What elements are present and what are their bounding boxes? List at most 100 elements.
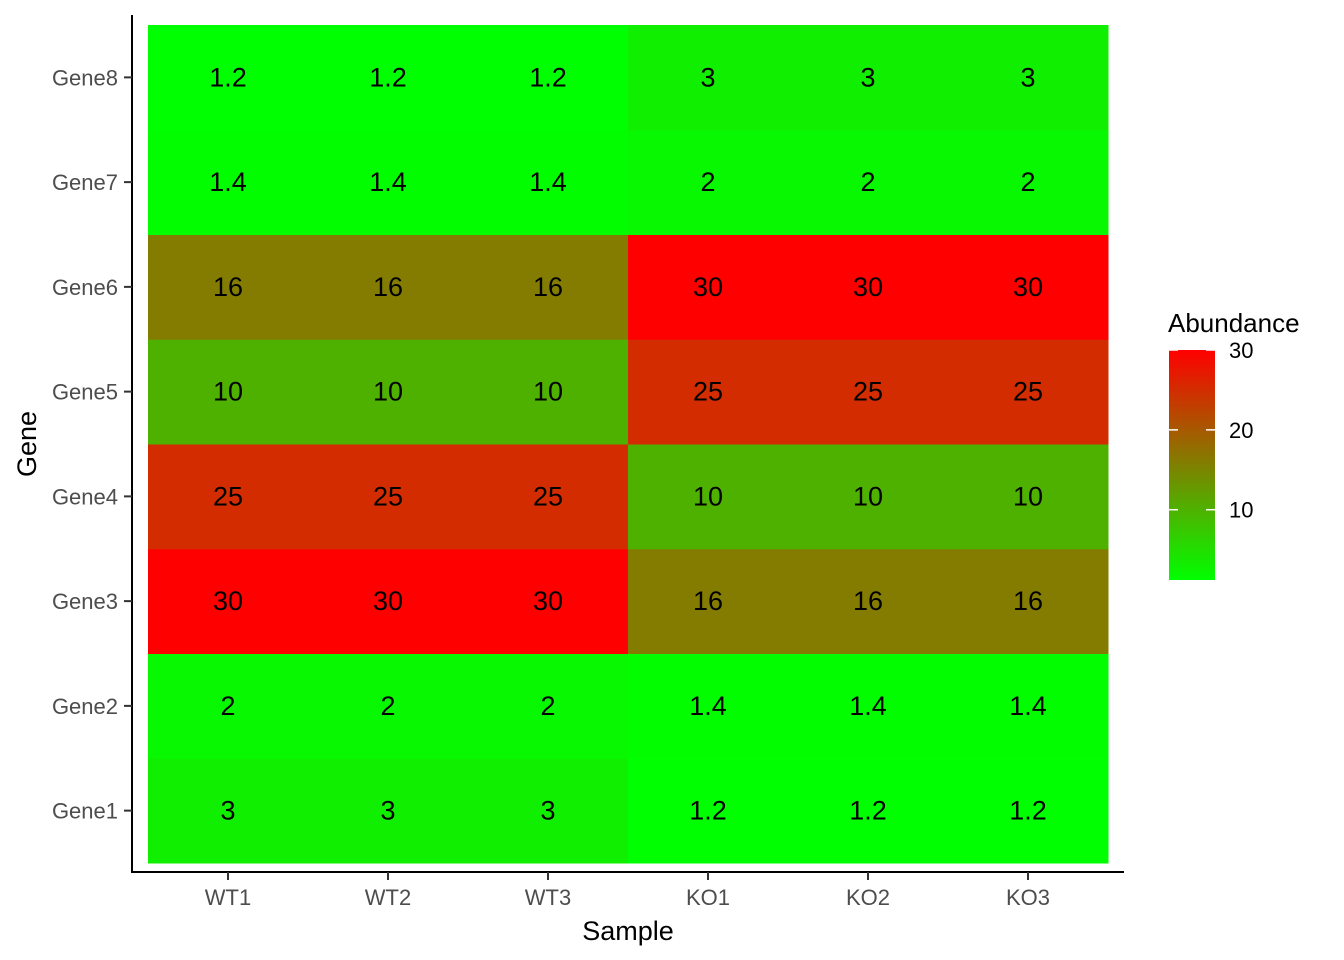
heatmap-cell	[948, 25, 1109, 131]
heatmap-cell	[308, 234, 469, 340]
heatmap-cell	[948, 444, 1109, 550]
heatmap-cell-label: 3	[540, 796, 555, 826]
heatmap-cell	[468, 758, 629, 864]
heatmap-cell	[788, 548, 949, 654]
axes	[131, 15, 1124, 873]
heatmap-cell	[148, 758, 309, 864]
heatmap-cell-label: 1.2	[1009, 796, 1047, 826]
heatmap-cell	[788, 653, 949, 759]
heatmap-cell-label: 10	[853, 481, 883, 511]
heatmap-cell	[628, 444, 789, 550]
legend-colorbar	[1169, 350, 1215, 580]
heatmap-cell-label: 1.4	[689, 691, 727, 721]
heatmap-cell	[468, 444, 629, 550]
x-tick-label: KO2	[846, 885, 890, 910]
heatmap-cell	[468, 653, 629, 759]
legend-tick-label: 10	[1229, 498, 1253, 523]
heatmap-cell	[468, 129, 629, 235]
heatmap-cell-label: 16	[373, 272, 403, 302]
heatmap-cell	[148, 653, 309, 759]
heatmap-cell-label: 3	[380, 796, 395, 826]
heatmap-cell-label: 1.2	[529, 62, 567, 92]
y-tick-label: Gene4	[52, 484, 118, 509]
heatmap-cell	[948, 653, 1109, 759]
x-tick-label: WT1	[205, 885, 251, 910]
heatmap-cell-label: 30	[1013, 272, 1043, 302]
heatmap-cell-label: 3	[860, 62, 875, 92]
heatmap-cell-label: 25	[853, 377, 883, 407]
heatmap-cell-label: 30	[853, 272, 883, 302]
legend-title: Abundance	[1168, 308, 1300, 338]
heatmap-cell-label: 10	[373, 377, 403, 407]
heatmap-cell	[308, 339, 469, 445]
heatmap-cell-label: 1.2	[209, 62, 247, 92]
heatmap-cell-label: 10	[693, 481, 723, 511]
heatmap-cell-label: 1.4	[1009, 691, 1047, 721]
heatmap-cell	[468, 339, 629, 445]
x-tick-label: KO1	[686, 885, 730, 910]
heatmap-cell	[788, 129, 949, 235]
heatmap-cell	[788, 339, 949, 445]
heatmap-cell-label: 2	[540, 691, 555, 721]
heatmap-cell	[148, 25, 309, 131]
heatmap-cell-label: 1.2	[369, 62, 407, 92]
heatmap-cell-label: 2	[700, 167, 715, 197]
heatmap-cell-label: 3	[700, 62, 715, 92]
heatmap-cell	[788, 234, 949, 340]
y-tick-label: Gene3	[52, 589, 118, 614]
heatmap-cell	[308, 758, 469, 864]
heatmap-cell-label: 1.4	[849, 691, 887, 721]
heatmap-cell-label: 2	[380, 691, 395, 721]
heatmap-cell-label: 3	[1020, 62, 1035, 92]
heatmap-cell	[148, 548, 309, 654]
heatmap-cell-label: 25	[533, 481, 563, 511]
heatmap-cell	[468, 548, 629, 654]
heatmap-cell-label: 25	[1013, 377, 1043, 407]
heatmap-cell-label: 10	[213, 377, 243, 407]
heatmap-cell	[948, 234, 1109, 340]
heatmap-cell	[628, 339, 789, 445]
heatmap-cell-label: 10	[1013, 481, 1043, 511]
heatmap-cell-label: 2	[220, 691, 235, 721]
legend-tick-label: 20	[1229, 418, 1253, 443]
y-tick-label: Gene6	[52, 275, 118, 300]
heatmap-cell-label: 2	[1020, 167, 1035, 197]
x-axis-ticks: WT1 WT2 WT3 KO1 KO2 KO3	[205, 872, 1050, 910]
heatmap-cell	[788, 444, 949, 550]
heatmap-cell-label: 16	[1013, 586, 1043, 616]
heatmap-cell-labels: 3 3 3 1.2 1.2 1.2 2 2 2 1.4 1.4 1.4 30 30 30 16 16 16 25 25…	[209, 62, 1047, 825]
heatmap-cell	[788, 758, 949, 864]
heatmap-cell-label: 1.4	[369, 167, 407, 197]
heatmap-cell	[468, 234, 629, 340]
y-tick-label: Gene1	[52, 799, 118, 824]
heatmap-cell-label: 1.2	[849, 796, 887, 826]
heatmap-cell	[948, 339, 1109, 445]
heatmap-cell-label: 10	[533, 377, 563, 407]
heatmap-cell-label: 30	[213, 586, 243, 616]
heatmap-cell	[628, 653, 789, 759]
y-tick-label: Gene7	[52, 170, 118, 195]
x-tick-label: WT2	[365, 885, 411, 910]
heatmap-cell	[308, 25, 469, 131]
x-tick-label: KO3	[1006, 885, 1050, 910]
heatmap-cell-label: 3	[220, 796, 235, 826]
heatmap-cell	[148, 234, 309, 340]
heatmap-cell-label: 25	[373, 481, 403, 511]
heatmap-cell-label: 1.4	[209, 167, 247, 197]
y-tick-label: Gene8	[52, 65, 118, 90]
heatmap-cell	[308, 444, 469, 550]
heatmap-cell-label: 16	[853, 586, 883, 616]
heatmap-cell	[628, 129, 789, 235]
heatmap-cell	[788, 25, 949, 131]
heatmap-cell	[468, 25, 629, 131]
x-tick-label: WT3	[525, 885, 571, 910]
heatmap-cell-label: 25	[693, 377, 723, 407]
y-tick-label: Gene5	[52, 380, 118, 405]
heatmap-cell	[148, 129, 309, 235]
heatmap-cell	[308, 653, 469, 759]
y-tick-label: Gene2	[52, 694, 118, 719]
heatmap-cell-label: 1.2	[689, 796, 727, 826]
heatmap-cell	[148, 339, 309, 445]
heatmap-cell-label: 1.4	[529, 167, 567, 197]
